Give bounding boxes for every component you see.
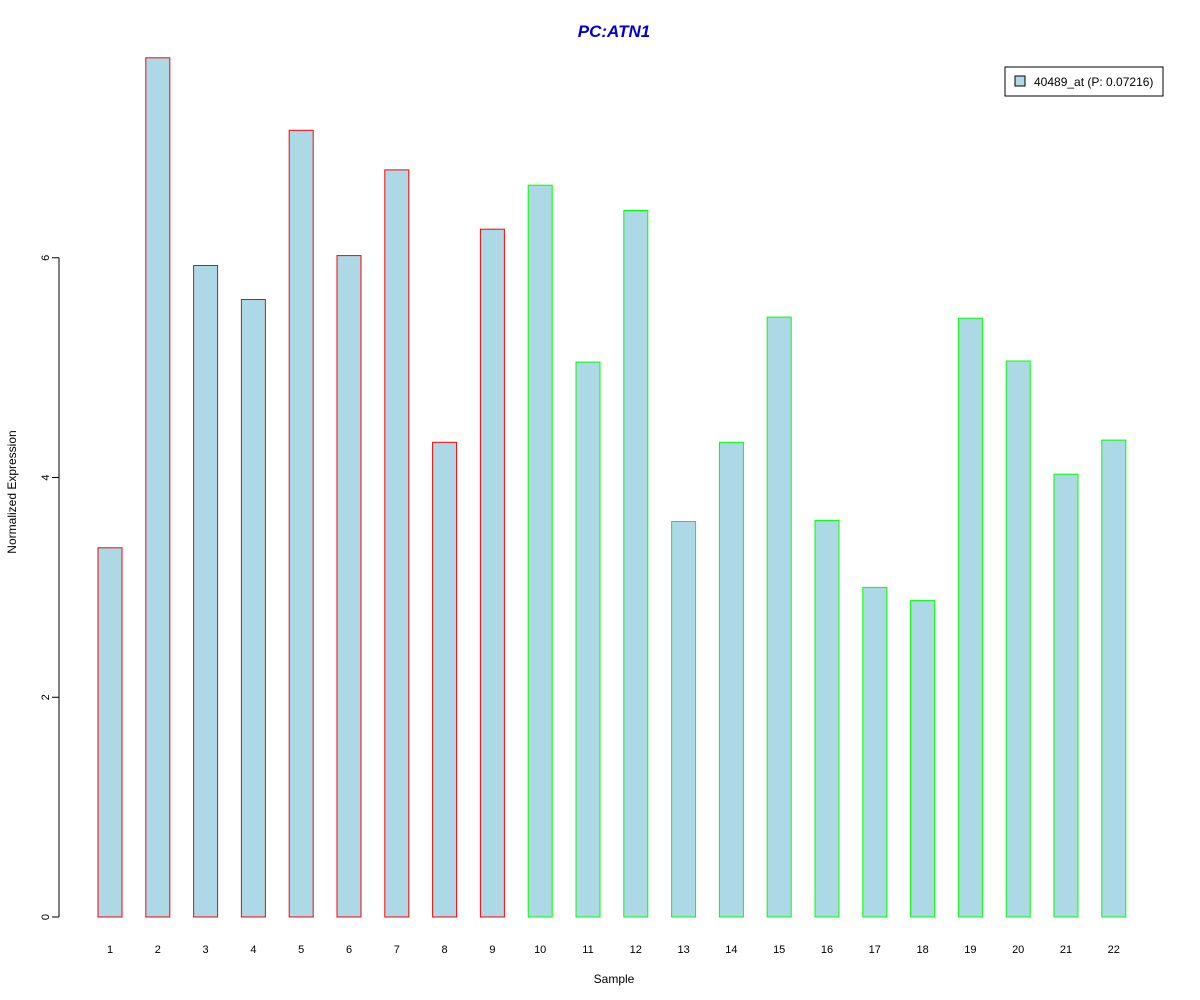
bar-sample-18 xyxy=(910,600,936,918)
bar-sample-5 xyxy=(288,129,314,918)
x-axis-tick-label: 16 xyxy=(821,944,833,956)
bar-sample-20 xyxy=(1005,360,1031,918)
y-axis-tick-label: 6 xyxy=(40,255,52,261)
bar-sample-1 xyxy=(97,547,123,918)
x-axis-tick-label: 7 xyxy=(394,944,400,956)
bar-sample-12 xyxy=(623,210,649,918)
legend-swatch xyxy=(1014,75,1026,87)
y-axis-tick-label: 4 xyxy=(40,474,52,480)
bar-sample-10 xyxy=(527,184,553,918)
x-axis-tick-label: 12 xyxy=(630,944,642,956)
bar-sample-15 xyxy=(766,316,792,918)
x-axis-tick-label: 5 xyxy=(298,944,304,956)
bar-sample-14 xyxy=(718,441,744,918)
bar-sample-11 xyxy=(575,361,601,918)
bar-sample-6 xyxy=(336,255,362,918)
x-axis-tick-label: 22 xyxy=(1108,944,1120,956)
legend-entry-label: 40489_at (P: 0.07216) xyxy=(1034,75,1153,89)
x-axis-tick-label: 17 xyxy=(869,944,881,956)
y-axis: 0 2 4 6 xyxy=(40,255,60,920)
bar-sample-3 xyxy=(193,265,219,918)
bar-sample-9 xyxy=(479,228,505,918)
bar-sample-16 xyxy=(814,519,840,918)
x-axis-tick-label: 1 xyxy=(107,944,113,956)
x-axis-tick-label: 15 xyxy=(773,944,785,956)
bar-sample-17 xyxy=(862,586,888,918)
bar-sample-7 xyxy=(384,169,410,918)
bar-sample-22 xyxy=(1101,439,1127,918)
bar-sample-13 xyxy=(671,521,697,918)
x-axis-tick-label: 6 xyxy=(346,944,352,956)
bar-sample-4 xyxy=(240,299,266,918)
y-axis-label: Normalized Expression xyxy=(5,430,19,553)
legend: 40489_at (P: 0.07216) xyxy=(1004,66,1164,97)
x-axis-tick-label: 14 xyxy=(725,944,737,956)
x-axis-tick-label: 11 xyxy=(582,944,593,956)
x-axis-tick-label: 20 xyxy=(1012,944,1024,956)
bar-sample-21 xyxy=(1053,473,1079,918)
x-axis-tick-label: 19 xyxy=(964,944,976,956)
x-axis-tick-labels: 1 2 3 4 5 6 7 8 9 10 11 12 13 14 15 16 17 18 19 20 21 22 xyxy=(107,944,1120,956)
x-axis-tick-label: 8 xyxy=(442,944,448,956)
chart-title: PC:ATN1 xyxy=(578,22,650,41)
bars xyxy=(97,57,1127,918)
x-axis-tick-label: 18 xyxy=(916,944,928,956)
y-axis-tick-label: 0 xyxy=(40,914,52,920)
x-axis-tick-label: 21 xyxy=(1060,944,1072,956)
x-axis-tick-label: 4 xyxy=(250,944,256,956)
bar-sample-8 xyxy=(432,441,458,918)
x-axis-tick-label: 13 xyxy=(677,944,689,956)
bar-sample-19 xyxy=(957,317,983,918)
x-axis-tick-label: 10 xyxy=(534,944,546,956)
x-axis-tick-label: 2 xyxy=(155,944,161,956)
legend-box xyxy=(1004,66,1164,97)
bar-sample-2 xyxy=(145,57,171,918)
x-axis-label: Sample xyxy=(594,972,635,986)
x-axis-tick-label: 9 xyxy=(489,944,495,956)
x-axis-tick-label: 3 xyxy=(203,944,209,956)
y-axis-tick-label: 2 xyxy=(40,694,52,700)
